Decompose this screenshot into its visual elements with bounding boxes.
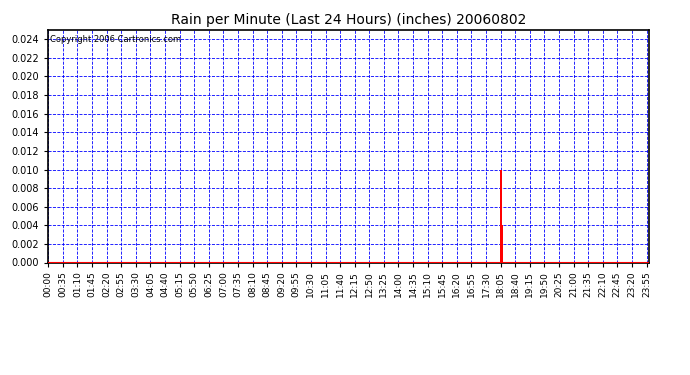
- Text: Copyright 2006 Cartronics.com: Copyright 2006 Cartronics.com: [50, 34, 181, 44]
- Bar: [502, 225, 503, 262]
- Bar: [501, 225, 502, 262]
- Bar: [500, 170, 501, 262]
- Bar: [500, 170, 502, 262]
- Title: Rain per Minute (Last 24 Hours) (inches) 20060802: Rain per Minute (Last 24 Hours) (inches)…: [170, 13, 526, 27]
